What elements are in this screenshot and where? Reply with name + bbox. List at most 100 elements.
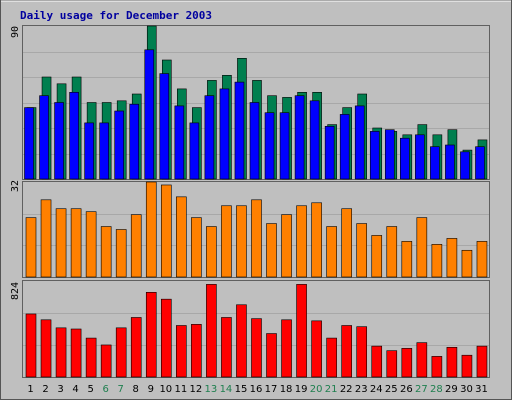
bar-top-series-2	[384, 129, 395, 180]
middle-y-max-label: 32	[10, 180, 21, 192]
bar-bottom-series-1	[461, 354, 473, 378]
x-tick-label: 16	[250, 384, 263, 395]
x-tick-label: 2	[42, 384, 48, 395]
bars-layer	[24, 25, 488, 378]
bar-bottom-series-1	[236, 304, 247, 378]
bar-bottom-series-1	[446, 346, 458, 378]
bar-top-series-2	[159, 73, 170, 180]
x-tick-label: 9	[148, 384, 154, 395]
bar-bottom-series-1	[266, 333, 277, 378]
bar-top-series-2	[430, 146, 440, 180]
bar-middle-series-1	[461, 249, 473, 278]
bar-bottom-series-1	[115, 327, 127, 378]
bar-middle-series-1	[416, 217, 428, 278]
bar-top-series-2	[339, 114, 350, 180]
bar-top-series-2	[279, 112, 290, 180]
bar-middle-series-1	[326, 226, 337, 278]
x-tick-label: 27	[415, 384, 428, 395]
bar-middle-series-1	[341, 208, 352, 278]
x-tick-labels: 1 2 3 4 5 6 7 8 9 10 11 12 13 14 15 16 17 18 19 20 21 22 23 24 2…	[27, 384, 488, 395]
bar-top-series-2	[84, 122, 94, 180]
bar-bottom-series-1	[476, 345, 488, 378]
bar-middle-series-1	[85, 211, 97, 278]
bar-middle-series-1	[206, 226, 217, 278]
x-tick-label: 14	[220, 384, 233, 395]
bar-bottom-series-1	[251, 318, 262, 378]
bar-bottom-series-1	[371, 345, 383, 378]
x-tick-label: 4	[72, 384, 78, 395]
bar-top-series-2	[475, 146, 485, 180]
bar-bottom-series-1	[160, 298, 172, 378]
bar-middle-series-1	[176, 196, 187, 278]
bar-top-series-2	[264, 112, 275, 180]
bar-middle-series-1	[221, 205, 232, 278]
chart-title: Daily usage for December 2003	[20, 9, 212, 22]
bar-middle-series-1	[296, 205, 307, 278]
bar-bottom-series-1	[401, 348, 413, 378]
x-tick-label: 23	[355, 384, 368, 395]
bar-top-series-2	[39, 95, 49, 180]
bar-bottom-series-1	[176, 325, 187, 378]
bar-middle-series-1	[40, 199, 52, 278]
x-tick-label: 21	[325, 384, 338, 395]
x-tick-label: 17	[265, 384, 278, 395]
bar-middle-series-1	[160, 184, 172, 278]
bar-middle-series-1	[70, 208, 82, 278]
bar-bottom-series-1	[206, 284, 217, 378]
bar-bottom-series-1	[40, 319, 52, 378]
x-tick-label: 11	[174, 384, 187, 395]
bar-top-series-2	[294, 95, 305, 180]
bar-top-series-2	[24, 107, 34, 180]
bar-bottom-series-1	[85, 337, 97, 378]
bar-top-series-2	[445, 144, 455, 180]
bar-bottom-series-1	[191, 324, 202, 378]
bar-middle-series-1	[356, 223, 368, 278]
bar-bottom-series-1	[386, 350, 398, 378]
bar-top-series-2	[204, 95, 215, 180]
bar-bottom-series-1	[431, 356, 443, 378]
bar-middle-series-1	[401, 241, 413, 278]
bar-middle-series-1	[446, 238, 458, 278]
bar-bottom-series-1	[311, 320, 322, 378]
x-tick-label: 31	[475, 384, 488, 395]
bar-bottom-series-1	[70, 328, 82, 378]
x-tick-label: 1	[27, 384, 33, 395]
bar-bottom-series-1	[145, 292, 157, 378]
bottom-y-max-label: 824	[10, 282, 21, 300]
x-tick-label: 7	[118, 384, 124, 395]
bar-middle-series-1	[476, 241, 488, 278]
bar-top-series-2	[369, 131, 380, 180]
bar-bottom-series-1	[341, 325, 352, 378]
bar-bottom-series-1	[25, 313, 37, 378]
x-tick-label: 8	[133, 384, 139, 395]
bar-top-series-2	[309, 100, 320, 180]
x-tick-label: 30	[460, 384, 473, 395]
bar-middle-series-1	[191, 217, 202, 278]
bar-bottom-series-1	[296, 284, 307, 378]
bar-top-series-2	[129, 103, 140, 180]
x-tick-label: 6	[102, 384, 108, 395]
bar-middle-series-1	[266, 223, 277, 278]
bar-top-series-2	[189, 122, 200, 180]
bar-middle-series-1	[25, 217, 37, 278]
x-tick-label: 13	[205, 384, 218, 395]
x-tick-label: 20	[310, 384, 323, 395]
x-tick-label: 19	[295, 384, 308, 395]
bar-top-series-2	[400, 137, 410, 180]
x-tick-label: 5	[87, 384, 93, 395]
bar-middle-series-1	[130, 214, 142, 278]
bar-top-series-2	[415, 134, 425, 180]
bar-top-series-2	[99, 122, 109, 180]
bar-bottom-series-1	[55, 327, 67, 378]
bar-middle-series-1	[311, 202, 322, 278]
x-tick-label: 12	[190, 384, 203, 395]
bar-top-series-2	[219, 88, 230, 180]
bar-top-series-2	[54, 102, 64, 180]
x-tick-label: 26	[400, 384, 413, 395]
bar-bottom-series-1	[416, 342, 428, 378]
x-tick-label: 24	[370, 384, 383, 395]
bar-middle-series-1	[371, 235, 383, 278]
bar-top-series-2	[354, 105, 365, 180]
bar-middle-series-1	[55, 208, 67, 278]
